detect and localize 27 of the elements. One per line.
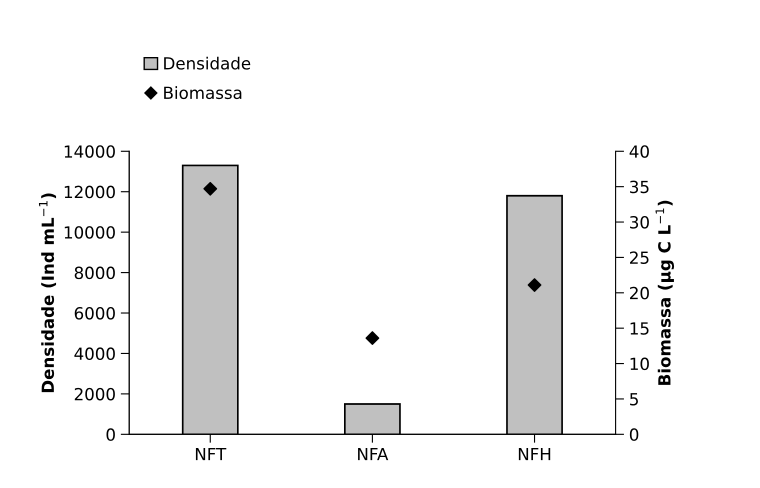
y2-tick-label: 30 <box>630 216 649 229</box>
y2-tick-label: 20 <box>630 286 649 300</box>
y2-axis-title: Biomassa (µg C L$^{−1}$) <box>656 200 674 385</box>
x-tick-label: NFT <box>196 448 226 460</box>
legend-label: Biomassa <box>164 86 242 100</box>
y-tick-label: 4000 <box>74 347 115 360</box>
y2-tick-label: 35 <box>630 180 649 194</box>
y-tick-label: 8000 <box>74 266 115 280</box>
point <box>203 182 218 196</box>
x-tick-label: NFH <box>518 448 550 460</box>
y-tick-label: 10000 <box>64 226 115 239</box>
y2-tick-label: 0 <box>630 428 638 441</box>
point <box>528 278 542 292</box>
y-tick-label: 2000 <box>74 388 115 400</box>
y-axis-title: Densidade (Ind mL$^{−1}$) <box>38 193 56 392</box>
y2-tick-label: 40 <box>630 145 649 158</box>
y2-tick-label: 15 <box>630 322 649 335</box>
y2-tick-label: 10 <box>630 358 649 370</box>
point <box>365 331 380 345</box>
y-tick-label: 0 <box>106 428 115 441</box>
y2-tick-label: 5 <box>630 393 638 406</box>
y2-tick-label: 25 <box>630 251 649 264</box>
legend-label: Densidade <box>164 56 250 70</box>
x-tick-label: NFA <box>358 448 388 460</box>
y-tick-label: 12000 <box>64 186 115 198</box>
y-tick-label: 14000 <box>64 145 115 158</box>
y-tick-label: 6000 <box>74 306 115 320</box>
